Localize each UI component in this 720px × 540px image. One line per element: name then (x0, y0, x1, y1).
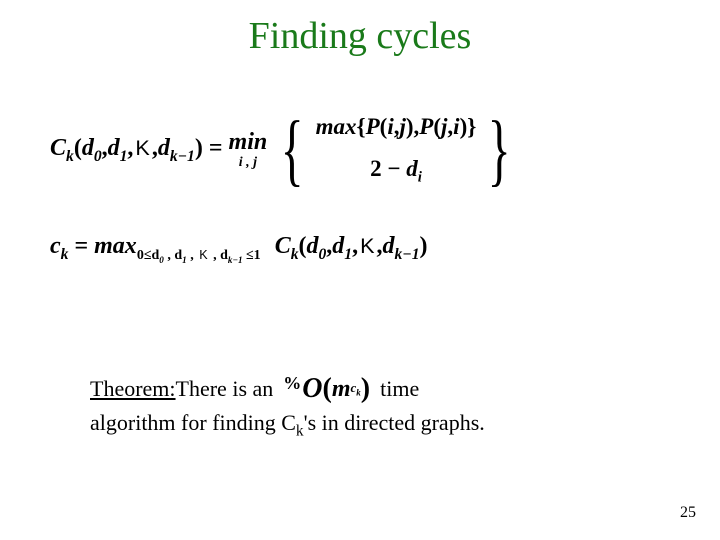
slide: Finding cycles Ck(d0,d1,K,dk−1) = min i … (0, 0, 720, 540)
bigO-O: O (302, 370, 322, 408)
eq1-close: ) (195, 135, 203, 161)
eq1-braces: { max{P(i,j),P(j,i)} 2 − di } (273, 100, 518, 200)
eq2-ms-e: , (187, 248, 198, 263)
eq1-d1-d: d (108, 135, 120, 161)
bigO-close: ) (361, 370, 370, 408)
eq1-rb: } (467, 114, 476, 139)
eq1-min: min i , j (229, 130, 268, 170)
eq1-k: k (66, 147, 74, 164)
eq1-max: max (316, 114, 357, 139)
eq2-ms-km1: k−1 (228, 255, 243, 265)
eq2-Ck: k (291, 246, 299, 263)
eq2-ms-f: , d (210, 248, 228, 263)
eq2-max: max (94, 233, 137, 259)
theorem-t2b: 's in directed graphs. (304, 410, 485, 435)
eq1-brace-content: max{P(i,j),P(j,i)} 2 − di (312, 100, 481, 200)
eq2-d11: 1 (344, 246, 352, 263)
theorem-lead: Theorem: (90, 374, 176, 404)
bigO-m: m (332, 373, 351, 405)
eq2-d1d: d (332, 233, 344, 259)
eq2-ms-c: , d (164, 248, 182, 263)
theorem-line-1: Theorem: There is an %O(mck) time (90, 370, 630, 408)
theorem-t1b: time (380, 374, 419, 404)
eq1-dk-km1: k−1 (170, 147, 195, 164)
equation-1: Ck(d0,d1,K,dk−1) = min i , j { max{P(i,j… (50, 95, 670, 205)
slide-title: Finding cycles (0, 14, 720, 58)
eq1-dk-d: d (158, 135, 170, 161)
percent-icon: % (283, 371, 301, 395)
eq2-eq: = (68, 233, 94, 259)
page-number: 25 (680, 504, 696, 522)
eq1-eq: = (203, 135, 223, 161)
eq2-ms-K: K (199, 248, 207, 262)
eq1-bd: d (406, 156, 418, 181)
eq1-lb: { (357, 114, 366, 139)
eq1-min-sub: i , j (239, 156, 257, 170)
eq1-c2: , (127, 135, 133, 161)
eq2-c2: , (352, 233, 358, 259)
theorem-line-2: algorithm for finding Ck's in directed g… (90, 408, 630, 442)
eq1-2: 2 (370, 156, 382, 181)
bigO-open: ( (323, 370, 332, 408)
eq2-open: ( (299, 233, 307, 259)
theorem-Ck: k (296, 422, 304, 439)
eq2-dkm1: k−1 (395, 246, 420, 263)
eq1-lhs: Ck(d0,d1,K,dk−1) = (50, 135, 223, 166)
theorem-text: Theorem: There is an %O(mck) time algori… (90, 370, 630, 442)
eq2-ms-g: ≤1 (243, 248, 261, 263)
eq2-maxsub: 0≤d0 , d1 , K , dk−1 ≤1 (137, 248, 261, 263)
right-brace-icon: } (488, 100, 511, 200)
theorem-t2a: algorithm for finding C (90, 410, 296, 435)
eq1-min-word: min (229, 130, 268, 154)
eq2-d0d: d (307, 233, 319, 259)
eq1-p2o: ( (433, 114, 441, 139)
eq1-bdi: i (418, 169, 422, 185)
eq2-ms-a: 0≤d (137, 248, 159, 263)
eq1-d0-0: 0 (94, 147, 102, 164)
eq1-P1: P (366, 114, 380, 139)
eq1-d0-d: d (82, 135, 94, 161)
eq1-ellipsis: K (135, 135, 149, 160)
eq2-C: C (275, 233, 291, 259)
equations-area: Ck(d0,d1,K,dk−1) = min i , j { max{P(i,j… (50, 95, 670, 265)
eq1-minus: − (382, 156, 407, 181)
big-o-notation: %O(mck) (283, 370, 370, 408)
eq2-dkd: d (383, 233, 395, 259)
equation-2: ck = max0≤d0 , d1 , K , dk−1 ≤1 Ck(d0,d1… (50, 233, 670, 265)
bigO-exp: ck (351, 379, 361, 399)
eq1-top-line: max{P(i,j),P(j,i)} (316, 114, 477, 140)
eq1-C: C (50, 135, 66, 161)
theorem-t1a: There is an (176, 374, 274, 404)
eq1-bot-line: 2 − di (316, 156, 477, 187)
eq1-p1c: ) (406, 114, 414, 139)
eq1-P2: P (419, 114, 433, 139)
eq1-open: ( (74, 135, 82, 161)
eq2-K: K (360, 233, 374, 258)
eq2-close: ) (420, 233, 428, 259)
left-brace-icon: { (281, 100, 304, 200)
eq2-c: c (50, 233, 61, 259)
